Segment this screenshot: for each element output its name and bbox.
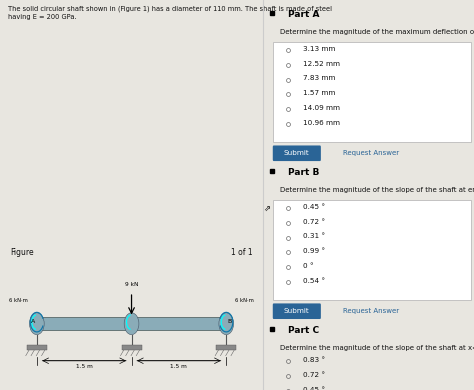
Text: 1.5 m: 1.5 m xyxy=(76,364,92,369)
FancyBboxPatch shape xyxy=(273,145,321,161)
Text: Submit: Submit xyxy=(284,150,310,156)
Text: Request Answer: Request Answer xyxy=(343,308,400,314)
Text: 0 °: 0 ° xyxy=(303,263,314,269)
Text: 0.72 °: 0.72 ° xyxy=(303,218,325,225)
Text: ⇗: ⇗ xyxy=(263,204,270,213)
Text: 0.72 °: 0.72 ° xyxy=(303,372,325,378)
Text: 9 kN: 9 kN xyxy=(125,282,138,287)
Circle shape xyxy=(124,313,139,335)
Text: 0.45 °: 0.45 ° xyxy=(303,386,325,390)
Text: 3.13 mm: 3.13 mm xyxy=(303,46,336,52)
FancyBboxPatch shape xyxy=(273,303,321,319)
Text: Request Answer: Request Answer xyxy=(343,150,400,156)
Text: Determine the magnitude of the slope of the shaft at x=0.75 m.: Determine the magnitude of the slope of … xyxy=(280,345,474,351)
Text: Part A: Part A xyxy=(288,10,320,19)
Text: Determine the magnitude of the slope of the shaft at end A.: Determine the magnitude of the slope of … xyxy=(280,187,474,193)
Text: 1.5 m: 1.5 m xyxy=(171,364,187,369)
Text: 0.31 °: 0.31 ° xyxy=(303,233,325,239)
Text: The solid circular shaft shown in (Figure 1) has a diameter of 110 mm. The shaft: The solid circular shaft shown in (Figur… xyxy=(8,6,332,20)
Text: 6 kN·m: 6 kN·m xyxy=(9,298,28,303)
Circle shape xyxy=(29,313,44,335)
Circle shape xyxy=(219,313,234,335)
Text: Part C: Part C xyxy=(288,326,319,335)
Text: Submit: Submit xyxy=(284,308,310,314)
Text: B: B xyxy=(228,319,232,324)
Text: 1.57 mm: 1.57 mm xyxy=(303,90,336,96)
Text: 1 of 1: 1 of 1 xyxy=(231,248,253,257)
Text: 12.52 mm: 12.52 mm xyxy=(303,60,340,67)
FancyBboxPatch shape xyxy=(273,42,471,142)
Text: Figure: Figure xyxy=(10,248,34,257)
Text: Determine the magnitude of the maximum deflection of the shaft.: Determine the magnitude of the maximum d… xyxy=(280,29,474,35)
FancyBboxPatch shape xyxy=(27,345,47,350)
Text: 14.09 mm: 14.09 mm xyxy=(303,105,340,111)
FancyBboxPatch shape xyxy=(216,345,236,350)
Text: 10.96 mm: 10.96 mm xyxy=(303,120,340,126)
Text: 6 kN·m: 6 kN·m xyxy=(235,298,254,303)
Text: Part B: Part B xyxy=(288,168,320,177)
Text: 0.99 °: 0.99 ° xyxy=(303,248,325,254)
FancyBboxPatch shape xyxy=(37,317,226,330)
FancyBboxPatch shape xyxy=(273,200,471,300)
Text: A: A xyxy=(31,319,36,324)
Text: 0.54 °: 0.54 ° xyxy=(303,278,325,284)
FancyBboxPatch shape xyxy=(121,345,142,350)
Text: 7.83 mm: 7.83 mm xyxy=(303,75,336,82)
Text: 0.83 °: 0.83 ° xyxy=(303,357,325,363)
Text: 0.45 °: 0.45 ° xyxy=(303,204,325,210)
